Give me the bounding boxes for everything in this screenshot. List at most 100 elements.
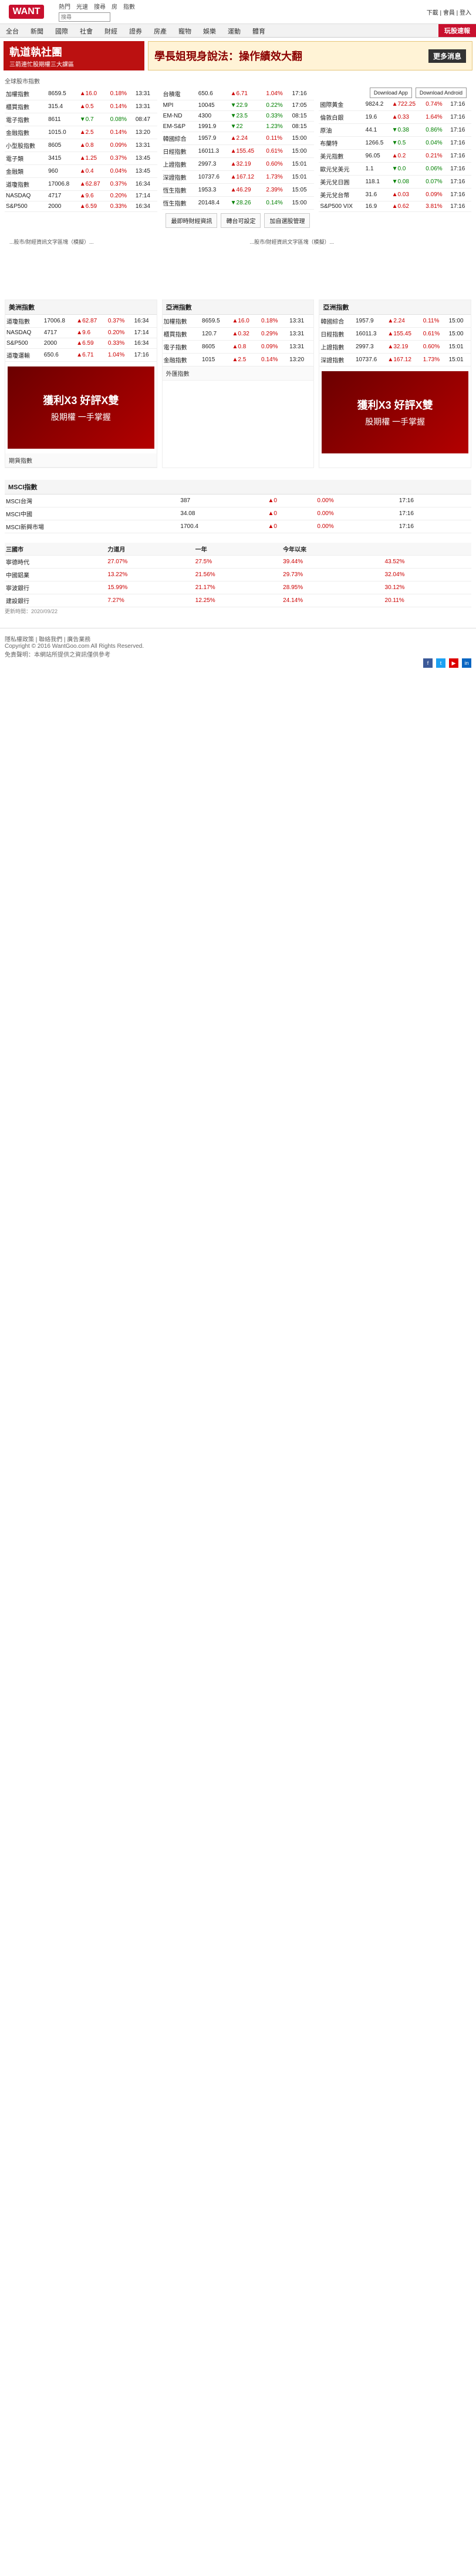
nav-item-1[interactable]: 新聞	[31, 28, 43, 35]
nav-item-2[interactable]: 國際	[55, 28, 68, 35]
nav-item-0[interactable]: 全台	[6, 28, 19, 35]
table-row[interactable]: 台積電 650.6 ▲6.71 1.04% 17:16	[161, 88, 315, 100]
table-row[interactable]: MSCI中國 34.08 ▲0 0.00% 17:16	[5, 507, 471, 520]
table-row[interactable]: S&P500 2000 ▲6.59 0.33% 16:34	[5, 338, 157, 349]
table-row[interactable]: 美元兌台幣 31.6 ▲0.03 0.09% 17:16	[319, 188, 471, 201]
button-1[interactable]: 最即時財經資訊	[166, 213, 218, 228]
row-change: ▲46.29	[229, 183, 265, 197]
row-pct: 0.61%	[265, 144, 291, 158]
table-row[interactable]: 上證指數 2997.3 ▲32.19 0.60% 15:01	[319, 340, 471, 354]
table-row[interactable]: S&P500 VIX 16.9 ▲0.62 3.81% 17:16	[319, 201, 471, 212]
top-link-4[interactable]: 房	[112, 4, 117, 11]
nav-item-4[interactable]: 財經	[104, 28, 117, 35]
youtube-icon[interactable]: ▶	[449, 658, 458, 668]
table-row[interactable]: 布蘭特 1266.5 ▼0.5 0.04% 17:16	[319, 136, 471, 150]
table-row[interactable]: 電子類 3415 ▲1.25 0.37% 13:45	[5, 152, 157, 165]
row-pct: 1.04%	[106, 348, 133, 362]
top-link-2[interactable]: 光速	[76, 4, 88, 11]
button-2[interactable]: 轉台可設定	[221, 213, 261, 228]
ad-box-right[interactable]: 獲利X3 好評X雙 股期權 一手掌握	[322, 371, 468, 453]
table-row[interactable]: 建設銀行 7.27% 12.25% 24.14% 20.11%	[5, 594, 471, 607]
row-name: S&P500	[5, 338, 43, 349]
table-row[interactable]: 美元指數 96.05 ▲0.2 0.21% 17:16	[319, 149, 471, 163]
table-row[interactable]: 倫敦白銀 19.6 ▲0.33 1.64% 17:16	[319, 110, 471, 124]
top-link-1[interactable]: 熱門	[59, 4, 70, 11]
table-row[interactable]: NASDAQ 4717 ▲9.6 0.20% 17:14	[5, 327, 157, 338]
table-row[interactable]: 金融類 960 ▲0.4 0.04% 13:45	[5, 164, 157, 178]
table-row[interactable]: 深證指數 10737.6 ▲167.12 1.73% 15:01	[319, 353, 471, 366]
table-row[interactable]: EM-S&P 1991.9 ▼22 1.23% 08:15	[161, 121, 315, 132]
row-price: 4717	[47, 190, 79, 201]
row-price: 3415	[47, 152, 79, 165]
table-row[interactable]: 恆生指數 1953.3 ▲46.29 2.39% 15:05	[161, 183, 315, 197]
nav-item-7[interactable]: 寵物	[178, 28, 191, 35]
nav-item-6[interactable]: 房產	[154, 28, 167, 35]
table-row[interactable]: MSCI台灣 387 ▲0 0.00% 17:16	[5, 495, 471, 507]
table-row[interactable]: 金融指數 1015.0 ▲2.5 0.14% 13:20	[5, 126, 157, 139]
table-row[interactable]: 日經指數 16011.3 ▲155.45 0.61% 15:00	[161, 144, 315, 158]
linkedin-icon[interactable]: in	[462, 658, 471, 668]
row-name: 國際黃金	[319, 98, 364, 111]
text-block-left: ...股市/財經資訊文字區塊（模擬）...	[9, 239, 94, 245]
table-row[interactable]: 上證指數 2997.3 ▲32.19 0.60% 15:01	[161, 157, 315, 171]
nav-item-10[interactable]: 體育	[252, 28, 265, 35]
table-row[interactable]: 小型股指數 8605 ▲0.8 0.09% 13:31	[5, 139, 157, 152]
row-time: 13:31	[288, 340, 314, 354]
top-link-3[interactable]: 搜尋	[94, 4, 106, 11]
table-row[interactable]: 加權指數 8659.5 ▲16.0 0.18% 13:31	[5, 88, 157, 100]
table-row[interactable]: 道瓊運輸 650.6 ▲6.71 1.04% 17:16	[5, 348, 157, 362]
row-change: ▲0	[266, 507, 316, 520]
nav-item-9[interactable]: 運動	[228, 28, 241, 35]
button-3[interactable]: 加自選股管理	[264, 213, 310, 228]
download-app-button[interactable]: Download App	[369, 88, 412, 98]
banner-right[interactable]: 學長姐現身說法：操作績效大翻 更多消息	[148, 41, 472, 70]
banner-more[interactable]: 更多消息	[428, 49, 466, 63]
nav-special[interactable]: 玩股速報	[438, 24, 476, 37]
table-row[interactable]: 日經指數 16011.3 ▲155.45 0.61% 15:00	[319, 327, 471, 341]
table-row[interactable]: 國際黃金 9824.2 ▲722.25 0.74% 17:16	[319, 98, 471, 111]
row-change: ▼22	[229, 121, 265, 132]
row-time: 16:34	[133, 315, 157, 328]
table-row[interactable]: 恆生指數 20148.4 ▼28.26 0.14% 15:00	[161, 196, 315, 210]
row-time: 17:16	[397, 507, 471, 520]
table-row[interactable]: 韓國綜合 1957.9 ▲2.24 0.11% 15:00	[319, 315, 471, 328]
row-pct: 0.09%	[260, 340, 289, 354]
nav-item-8[interactable]: 娛樂	[203, 28, 216, 35]
nav-item-3[interactable]: 社會	[80, 28, 93, 35]
table-row[interactable]: 道瓊指數 17006.8 ▲62.87 0.37% 16:34	[5, 315, 157, 328]
table-row[interactable]: 原油 44.1 ▼0.38 0.86% 17:16	[319, 123, 471, 137]
twitter-icon[interactable]: t	[436, 658, 445, 668]
table-row[interactable]: 金融指數 1015 ▲2.5 0.14% 13:20	[162, 353, 314, 366]
table-row[interactable]: S&P500 2000 ▲6.59 0.33% 16:34	[5, 201, 157, 212]
row-price: 1991.9	[197, 121, 229, 132]
table-row[interactable]: 中國鋁業 13.22% 21.56% 29.73% 32.04%	[5, 568, 471, 581]
facebook-icon[interactable]: f	[423, 658, 433, 668]
table-row[interactable]: EM-ND 4300 ▼23.5 0.33% 08:15	[161, 110, 315, 122]
table-row[interactable]: 道瓊指數 17006.8 ▲62.87 0.37% 16:34	[5, 177, 157, 191]
table-row[interactable]: 櫃買指數 315.4 ▲0.5 0.14% 13:31	[5, 100, 157, 113]
top-link-5[interactable]: 指數	[123, 4, 135, 11]
table-row[interactable]: MSCI新興市場 1700.4 ▲0 0.00% 17:16	[5, 520, 471, 533]
table-row[interactable]: 櫃買指數 120.7 ▲0.32 0.29% 13:31	[162, 327, 314, 341]
table-row[interactable]: 美元兌日圓 118.1 ▼0.08 0.07% 17:16	[319, 175, 471, 189]
row-price: 118.1	[364, 175, 391, 189]
table-row[interactable]: 深證指數 10737.6 ▲167.12 1.73% 15:01	[161, 170, 315, 184]
row-change: ▲1.25	[78, 152, 109, 165]
row-price: 10737.6	[197, 170, 229, 184]
table-row[interactable]: 電子指數 8611 ▼0.7 0.08% 08:47	[5, 113, 157, 126]
table-row[interactable]: 電子指數 8605 ▲0.8 0.09% 13:31	[162, 340, 314, 354]
table-row[interactable]: 韓國綜合 1957.9 ▲2.24 0.11% 15:00	[161, 132, 315, 145]
ad-box-left[interactable]: 獲利X3 好評X雙 股期權 一手掌握	[8, 366, 154, 449]
table-row[interactable]: MPI 10045 ▼22.9 0.22% 17:05	[161, 100, 315, 111]
search-input[interactable]	[59, 12, 110, 22]
footer: 隱私權政策 | 聯絡我們 | 廣告業務 Copyright © 2016 Wan…	[0, 628, 476, 674]
logo[interactable]: WANT	[0, 0, 53, 23]
table-row[interactable]: 寧波銀行 15.99% 21.17% 28.95% 30.12%	[5, 581, 471, 594]
table-row[interactable]: 歐元兌美元 1.1 ▼0.0 0.06% 17:16	[319, 162, 471, 176]
nav-item-5[interactable]: 證券	[129, 28, 142, 35]
table-row[interactable]: NASDAQ 4717 ▲9.6 0.20% 17:14	[5, 190, 157, 201]
table-row[interactable]: 加權指數 8659.5 ▲16.0 0.18% 13:31	[162, 315, 314, 328]
download-android-button[interactable]: Download Android	[415, 88, 467, 98]
table-row[interactable]: 寧德時代 27.07% 27.5% 39.44% 43.52%	[5, 555, 471, 569]
banner-left[interactable]: 軌道執社團 三箭連忙股期權三大課區	[4, 41, 144, 70]
